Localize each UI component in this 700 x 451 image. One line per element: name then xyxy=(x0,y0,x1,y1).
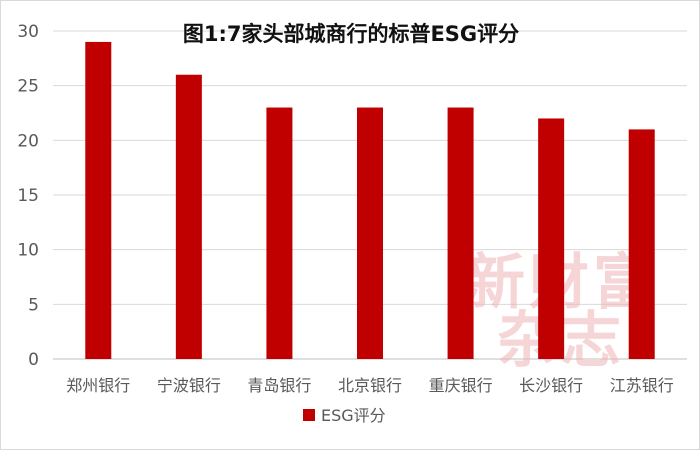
y-tick-label: 30 xyxy=(17,22,39,42)
x-tick-label: 长沙银行 xyxy=(519,376,583,395)
x-tick-label: 北京银行 xyxy=(338,376,402,395)
y-tick-label: 5 xyxy=(28,295,39,315)
y-axis-ticks: 0 5 10 15 20 25 30 xyxy=(17,22,39,370)
chart-title: 图1:7家头部城商行的标普ESG评分 xyxy=(183,22,519,46)
bar xyxy=(628,129,655,359)
bar xyxy=(175,74,202,359)
bar xyxy=(357,107,383,360)
y-tick-label: 20 xyxy=(17,131,39,151)
legend-swatch xyxy=(303,409,315,421)
x-axis-categories: 郑州银行 宁波银行 青岛银行 北京银行 重庆银行 长沙银行 江苏银行 xyxy=(66,376,673,395)
y-tick-label: 25 xyxy=(17,77,39,97)
x-tick-label: 郑州银行 xyxy=(66,376,130,395)
x-tick-label: 宁波银行 xyxy=(157,376,221,395)
y-tick-label: 0 xyxy=(28,350,39,370)
bar xyxy=(538,118,565,359)
legend: ESG评分 xyxy=(303,406,386,425)
bar xyxy=(85,41,112,359)
bars xyxy=(85,41,655,360)
bar xyxy=(447,107,474,360)
legend-label: ESG评分 xyxy=(321,406,386,425)
x-tick-label: 江苏银行 xyxy=(610,376,674,395)
y-tick-label: 15 xyxy=(17,186,39,206)
y-tick-label: 10 xyxy=(17,241,39,261)
bar xyxy=(266,107,293,360)
x-tick-label: 重庆银行 xyxy=(429,376,493,395)
x-tick-label: 青岛银行 xyxy=(247,376,311,395)
